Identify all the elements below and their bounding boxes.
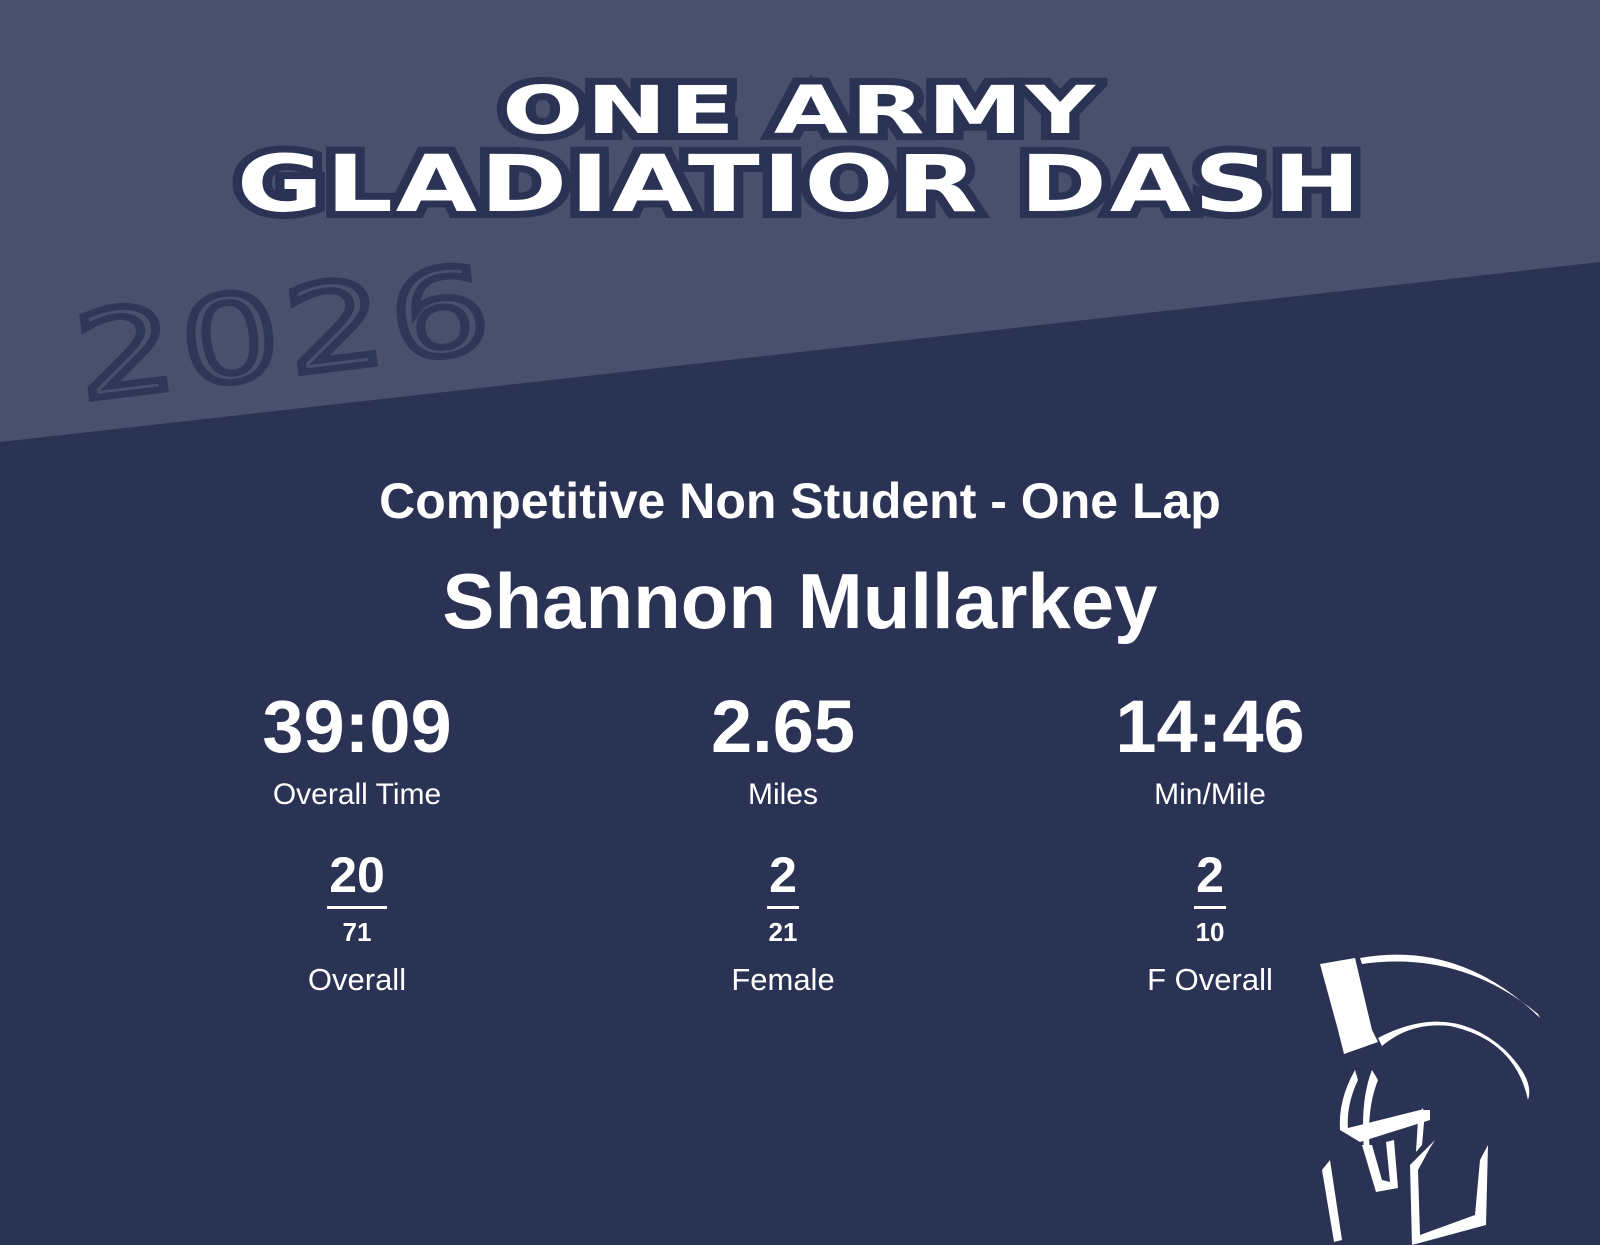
rank-label: Female [731, 962, 835, 997]
event-title-line1: ONE ARMY [492, 71, 1105, 151]
stat-value: 14:46 [1115, 685, 1305, 768]
spartan-helmet-icon [1320, 954, 1540, 1245]
stat-overall-time: 39:09 Overall Time [147, 690, 567, 812]
stat-label: Miles [747, 778, 818, 811]
event-title-line2: GLADIATIOR DASH [227, 139, 1370, 231]
rank-total: 21 [768, 917, 798, 947]
rank-place: 2 [767, 850, 799, 909]
rank-total: 10 [1195, 917, 1225, 947]
rank-label: Overall [307, 962, 407, 997]
rank-place: 2 [1194, 850, 1226, 909]
stat-label: Min/Mile [1154, 778, 1266, 811]
athlete-name: Shannon Mullarkey [442, 557, 1158, 645]
stat-value: 2.65 [710, 685, 856, 768]
rank-total: 71 [342, 917, 372, 947]
rank-female: 2 21 Female [573, 850, 993, 998]
stat-miles: 2.65 Miles [573, 690, 993, 812]
rank-f-overall: 2 10 F Overall [1000, 850, 1420, 998]
rank-place: 20 [327, 850, 387, 909]
stat-value: 39:09 [262, 685, 452, 768]
rank-label: F Overall [1147, 962, 1273, 997]
stat-label: Overall Time [272, 778, 442, 811]
stat-pace: 14:46 Min/Mile [1000, 690, 1420, 812]
rank-overall: 20 71 Overall [147, 850, 567, 998]
division-name: Competitive Non Student - One Lap [379, 473, 1221, 529]
